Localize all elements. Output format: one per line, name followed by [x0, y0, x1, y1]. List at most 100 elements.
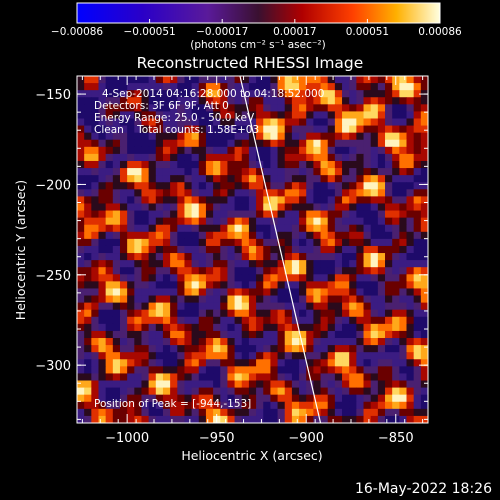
- heatmap-cell: [392, 316, 400, 325]
- heatmap-cell: [105, 245, 114, 254]
- heatmap-cell: [105, 401, 114, 410]
- heatmap-cell: [284, 295, 293, 304]
- heatmap-cell: [127, 196, 135, 204]
- heatmap-cell: [306, 175, 314, 183]
- heatmap-cell: [299, 210, 307, 219]
- heatmap-cell: [241, 323, 250, 332]
- heatmap-cell: [205, 338, 214, 346]
- heatmap-cell: [356, 309, 364, 318]
- heatmap-cell: [198, 125, 207, 134]
- heatmap-cell: [148, 295, 157, 304]
- heatmap-cell: [313, 210, 321, 219]
- heatmap-cell: [320, 267, 329, 275]
- heatmap-cell: [356, 387, 364, 396]
- heatmap-cell: [356, 160, 364, 169]
- colorbar-tick-label: −0.00017: [196, 26, 248, 38]
- heatmap-cell: [284, 83, 293, 91]
- heatmap-cell: [155, 83, 164, 91]
- heatmap-cell: [241, 288, 250, 296]
- heatmap-cell: [241, 267, 250, 275]
- heatmap-cell: [284, 387, 293, 396]
- heatmap-cell: [177, 231, 185, 240]
- heatmap-cell: [349, 146, 357, 155]
- heatmap-cell: [270, 182, 278, 190]
- heatmap-cell: [349, 196, 357, 204]
- heatmap-cell: [191, 309, 200, 318]
- heatmap-cell: [162, 387, 171, 396]
- heatmap-cell: [177, 408, 185, 417]
- heatmap-cell: [220, 189, 228, 197]
- heatmap-cell: [162, 338, 171, 346]
- heatmap-cell: [177, 401, 185, 410]
- heatmap-cell: [256, 401, 264, 410]
- heatmap-cell: [313, 231, 321, 240]
- heatmap-cell: [91, 245, 99, 254]
- heatmap-cell: [91, 253, 99, 261]
- heatmap-cell: [148, 182, 157, 190]
- heatmap-cell: [119, 330, 128, 339]
- heatmap-cell: [205, 260, 214, 268]
- heatmap-cell: [227, 260, 235, 268]
- heatmap-cell: [399, 217, 407, 226]
- heatmap-cell: [112, 146, 121, 155]
- heatmap-cell: [84, 274, 92, 282]
- heatmap-cell: [399, 323, 407, 332]
- heatmap-cell: [363, 288, 372, 296]
- heatmap-cell: [291, 352, 300, 360]
- heatmap-cell: [127, 260, 135, 268]
- heatmap-cell: [327, 260, 336, 268]
- heatmap-cell: [306, 168, 314, 176]
- heatmap-cell: [420, 345, 428, 353]
- heatmap-cell: [134, 295, 142, 304]
- heatmap-cell: [406, 182, 415, 190]
- heatmap-cell: [198, 359, 207, 367]
- heatmap-cell: [299, 203, 307, 211]
- heatmap-cell: [155, 302, 164, 311]
- heatmap-cell: [184, 118, 193, 126]
- heatmap-cell: [377, 210, 386, 219]
- heatmap-cell: [141, 387, 150, 396]
- heatmap-cell: [148, 189, 157, 197]
- heatmap-cell: [177, 394, 185, 403]
- heatmap-cell: [198, 394, 207, 403]
- heatmap-cell: [127, 330, 135, 339]
- heatmap-cell: [320, 288, 329, 296]
- heatmap-cell: [98, 217, 107, 226]
- heatmap-cell: [377, 274, 386, 282]
- colorbar-tick-label: −0.00086: [51, 26, 104, 38]
- heatmap-cell: [320, 76, 329, 84]
- heatmap-cell: [284, 394, 293, 403]
- heatmap-cell: [392, 146, 400, 155]
- heatmap-cell: [320, 118, 329, 126]
- heatmap-cell: [399, 168, 407, 176]
- heatmap-cell: [162, 196, 171, 204]
- heatmap-cell: [270, 274, 278, 282]
- heatmap-cell: [220, 238, 228, 247]
- heatmap-cell: [198, 189, 207, 197]
- heatmap-cell: [162, 97, 171, 105]
- heatmap-cell: [291, 125, 300, 134]
- heatmap-cell: [327, 408, 336, 417]
- heatmap-cell: [248, 196, 257, 204]
- heatmap-cell: [342, 330, 350, 339]
- heatmap-cell: [263, 160, 271, 169]
- heatmap-cell: [205, 380, 214, 388]
- heatmap-cell: [170, 330, 178, 339]
- heatmap-cell: [399, 316, 407, 325]
- heatmap-cell: [327, 83, 336, 91]
- heatmap-cell: [227, 267, 235, 275]
- heatmap-cell: [148, 302, 157, 311]
- heatmap-cell: [141, 295, 150, 304]
- heatmap-cell: [320, 330, 329, 339]
- heatmap-cell: [356, 203, 364, 211]
- heatmap-cell: [370, 345, 379, 353]
- heatmap-cell: [306, 323, 314, 332]
- heatmap-cell: [399, 309, 407, 318]
- heatmap-cell: [112, 168, 121, 176]
- heatmap-cell: [191, 175, 200, 183]
- x-axis-label: Heliocentric X (arcsec): [181, 448, 322, 463]
- heatmap-cell: [320, 196, 329, 204]
- heatmap-cell: [227, 175, 235, 183]
- heatmap-cell: [349, 125, 357, 134]
- heatmap-cell: [256, 160, 264, 169]
